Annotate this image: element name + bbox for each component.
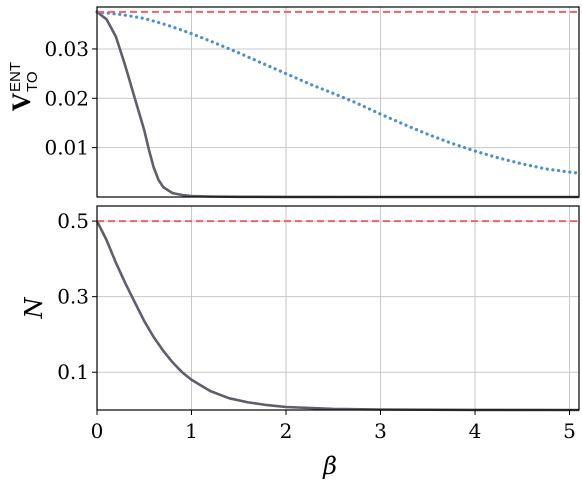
top-grid xyxy=(97,7,579,197)
x-tick-label: 3 xyxy=(374,419,387,443)
bottom-grid xyxy=(97,206,579,410)
x-tick-label: 0 xyxy=(91,419,104,443)
y-tick-label: 0.1 xyxy=(57,360,89,384)
y-tick-label: 0.01 xyxy=(44,136,89,160)
bottom-y-ticks: 0.1 0.3 0.5 xyxy=(57,209,97,384)
top-ylabel-main: V xyxy=(7,92,36,111)
top-series-group xyxy=(95,10,581,199)
bottom-panel-frame xyxy=(96,205,580,411)
y-tick-label: 0.03 xyxy=(44,37,89,61)
x-tick-label: 2 xyxy=(280,419,293,443)
svg-text:V: V xyxy=(7,92,36,111)
bottom-y-axis-label: N xyxy=(20,297,48,320)
y-tick-label: 0.02 xyxy=(44,86,89,110)
top-ylabel-sub: TO xyxy=(24,71,41,92)
bottom-x-ticks: 0 1 2 3 4 5 xyxy=(91,410,576,443)
series-solid-line xyxy=(95,220,580,412)
x-tick-label: 4 xyxy=(469,419,482,443)
x-tick-label: 1 xyxy=(185,419,198,443)
top-y-ticks: 0.01 0.02 0.03 xyxy=(44,37,97,160)
top-ylabel-sup: ENT xyxy=(7,62,24,92)
y-tick-label: 0.5 xyxy=(57,209,89,233)
y-tick-label: 0.3 xyxy=(57,285,89,309)
bottom-panel: 0.1 0.3 0.5 0 1 2 3 4 5 N β xyxy=(20,205,580,480)
series-dotted-line xyxy=(95,10,581,175)
x-axis-label: β xyxy=(322,452,337,480)
bottom-series-group xyxy=(95,220,580,412)
x-tick-label: 5 xyxy=(563,419,576,443)
top-panel-frame xyxy=(96,6,580,198)
series-solid-line xyxy=(96,10,579,199)
top-panel: 0.01 0.02 0.03 V ENT TO xyxy=(7,6,581,199)
top-y-axis-label: V ENT TO xyxy=(7,62,41,111)
